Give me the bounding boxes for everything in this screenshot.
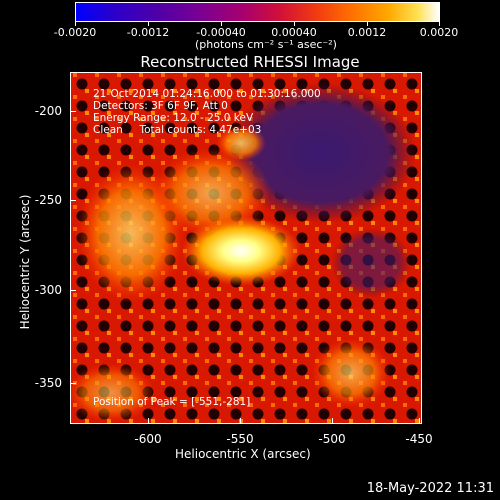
y-axis-tick-label: -200 (35, 104, 62, 118)
y-axis-tick (70, 111, 76, 112)
x-axis-tick (332, 418, 333, 424)
annotation-peak-position: Position of Peak = [-551,-281] (93, 396, 250, 408)
colorbar-tick-label: 0.0012 (348, 26, 387, 39)
y-axis-tick-label: -300 (35, 283, 62, 297)
x-axis-title: Heliocentric X (arcsec) (175, 447, 311, 461)
x-axis-tick (240, 418, 241, 424)
y-axis-tick (70, 383, 76, 384)
x-axis-tick (148, 418, 149, 424)
plot-title: Reconstructed RHESSI Image (0, 53, 500, 71)
annotation-time-range: 21-Oct-2014 01:24:16.000 to 01:30:16.000 (93, 88, 321, 100)
colorbar-unit-label: (photons cm⁻² s⁻¹ asec⁻²) (195, 38, 337, 51)
colorbar-tick-label: -0.0012 (127, 26, 169, 39)
x-axis-tick-label: -450 (405, 432, 432, 446)
x-axis-tick-label: -550 (226, 432, 253, 446)
x-axis-tick-label: -600 (134, 432, 161, 446)
annotation-energy-range: Energy Range: 12.0 - 25.0 keV (93, 112, 253, 124)
colorbar-tick-label: -0.0020 (54, 26, 96, 39)
y-axis-tick (70, 290, 76, 291)
x-axis-tick-label: -500 (318, 432, 345, 446)
annotation-detectors: Detectors: 3F 6F 9F, Att 0 (93, 100, 228, 112)
annotation-clean-counts: Clean Total counts: 4.47e+03 (93, 124, 261, 136)
x-axis-tick (419, 418, 420, 424)
y-axis-title: Heliocentric Y (arcsec) (18, 192, 32, 332)
y-axis-tick (70, 200, 76, 201)
y-axis-tick-label: -250 (35, 193, 62, 207)
y-axis-tick-label: -350 (35, 376, 62, 390)
colorbar (75, 2, 440, 22)
date-stamp: 18-May-2022 11:31 (367, 481, 494, 496)
colorbar-tick-label: 0.0020 (420, 26, 459, 39)
